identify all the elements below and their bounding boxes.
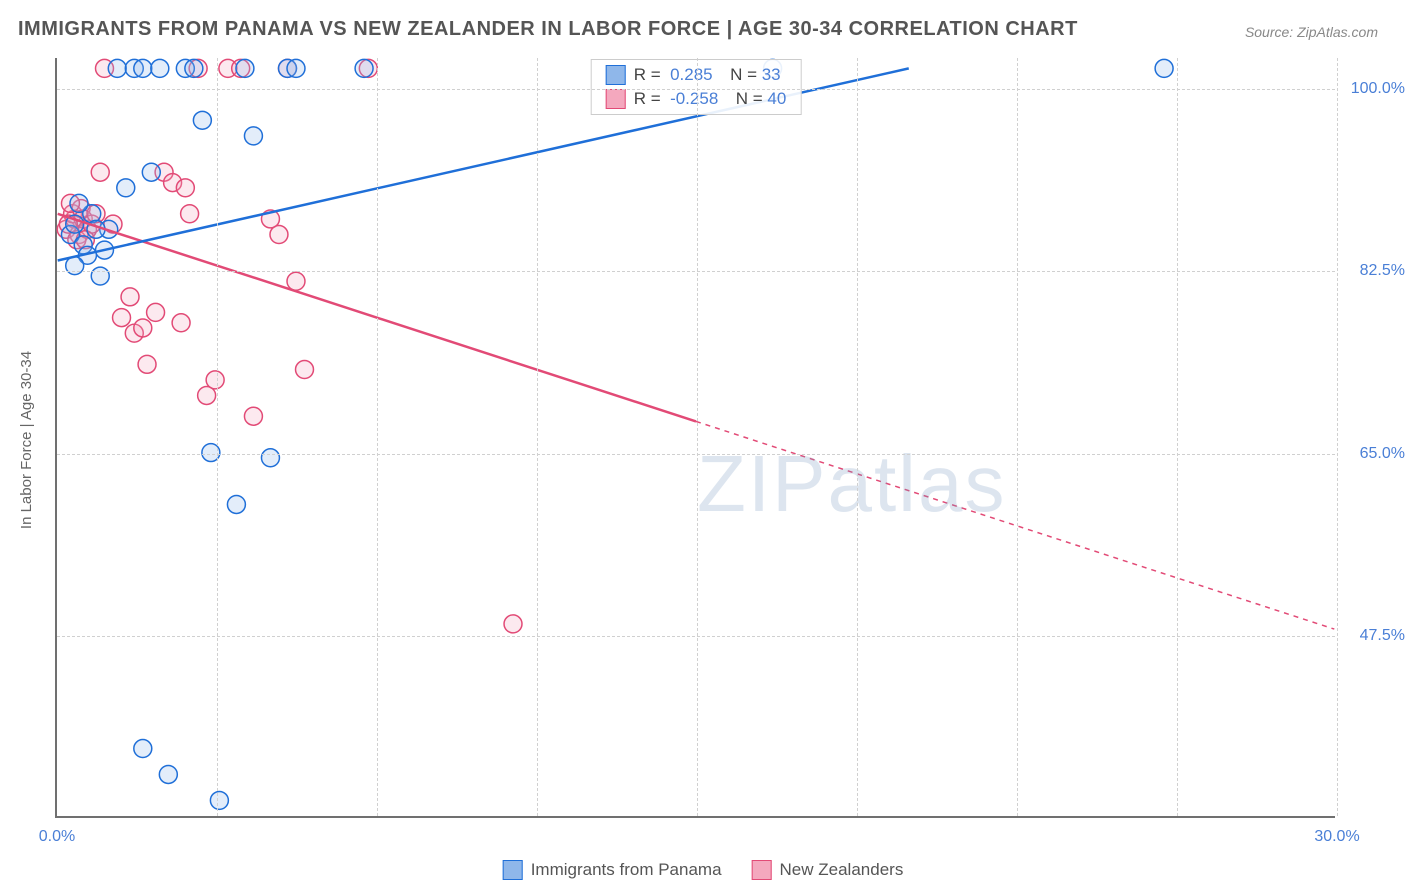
gridline-v — [377, 58, 378, 816]
scatter-point — [185, 59, 203, 77]
scatter-point — [236, 59, 254, 77]
legend-series-label: New Zealanders — [780, 860, 904, 880]
scatter-point — [91, 163, 109, 181]
chart-title: IMMIGRANTS FROM PANAMA VS NEW ZEALANDER … — [18, 18, 1078, 41]
scatter-point — [159, 765, 177, 783]
scatter-point — [134, 319, 152, 337]
scatter-point — [355, 59, 373, 77]
scatter-point — [244, 127, 262, 145]
gridline-h — [57, 89, 1335, 90]
plot-area: ZIPatlas R = 0.285 N = 33 R = -0.258 N =… — [55, 58, 1335, 818]
scatter-point — [1155, 59, 1173, 77]
scatter-point — [206, 371, 224, 389]
gridline-v — [537, 58, 538, 816]
scatter-point — [134, 59, 152, 77]
legend-swatch — [606, 89, 626, 109]
chart-svg — [57, 58, 1335, 816]
scatter-point — [210, 791, 228, 809]
y-tick-label: 82.5% — [1345, 262, 1405, 280]
x-tick-label: 0.0% — [39, 828, 75, 846]
scatter-point — [121, 288, 139, 306]
legend-r-label: R = 0.285 — [634, 65, 713, 85]
legend-series-label: Immigrants from Panama — [531, 860, 722, 880]
scatter-point — [270, 226, 288, 244]
legend-swatch — [606, 65, 626, 85]
scatter-point — [227, 496, 245, 514]
gridline-h — [57, 271, 1335, 272]
trend-line-dash — [696, 421, 1334, 629]
gridline-h — [57, 636, 1335, 637]
legend-series-item: New Zealanders — [752, 860, 904, 880]
scatter-point — [181, 205, 199, 223]
scatter-point — [172, 314, 190, 332]
source-label: Source: ZipAtlas.com — [1245, 24, 1378, 40]
scatter-point — [147, 303, 165, 321]
gridline-v — [1177, 58, 1178, 816]
scatter-point — [117, 179, 135, 197]
scatter-point — [70, 194, 88, 212]
legend-correlation: R = 0.285 N = 33 R = -0.258 N = 40 — [591, 59, 802, 115]
legend-swatch — [503, 860, 523, 880]
gridline-v — [1017, 58, 1018, 816]
scatter-point — [261, 449, 279, 467]
y-tick-label: 100.0% — [1345, 80, 1405, 98]
legend-swatch — [752, 860, 772, 880]
scatter-point — [142, 163, 160, 181]
scatter-point — [134, 740, 152, 758]
legend-series-item: Immigrants from Panama — [503, 860, 722, 880]
scatter-point — [504, 615, 522, 633]
y-tick-label: 47.5% — [1345, 627, 1405, 645]
gridline-v — [857, 58, 858, 816]
gridline-v — [697, 58, 698, 816]
scatter-point — [287, 59, 305, 77]
gridline-v — [1337, 58, 1338, 816]
scatter-point — [244, 407, 262, 425]
scatter-point — [113, 309, 131, 327]
y-axis-title: In Labor Force | Age 30-34 — [18, 351, 35, 529]
scatter-point — [193, 111, 211, 129]
y-tick-label: 65.0% — [1345, 445, 1405, 463]
scatter-point — [176, 179, 194, 197]
scatter-point — [138, 355, 156, 373]
scatter-point — [296, 361, 314, 379]
legend-series: Immigrants from Panama New Zealanders — [503, 860, 904, 880]
legend-correlation-row: R = 0.285 N = 33 — [606, 63, 787, 87]
scatter-point — [287, 272, 305, 290]
gridline-v — [217, 58, 218, 816]
legend-correlation-row: R = -0.258 N = 40 — [606, 87, 787, 111]
legend-n-label: N = 33 — [721, 65, 781, 85]
scatter-point — [108, 59, 126, 77]
scatter-point — [151, 59, 169, 77]
x-tick-label: 30.0% — [1314, 828, 1359, 846]
scatter-point — [91, 267, 109, 285]
legend-n-label: N = 40 — [726, 89, 786, 109]
legend-r-label: R = -0.258 — [634, 89, 719, 109]
gridline-h — [57, 454, 1335, 455]
